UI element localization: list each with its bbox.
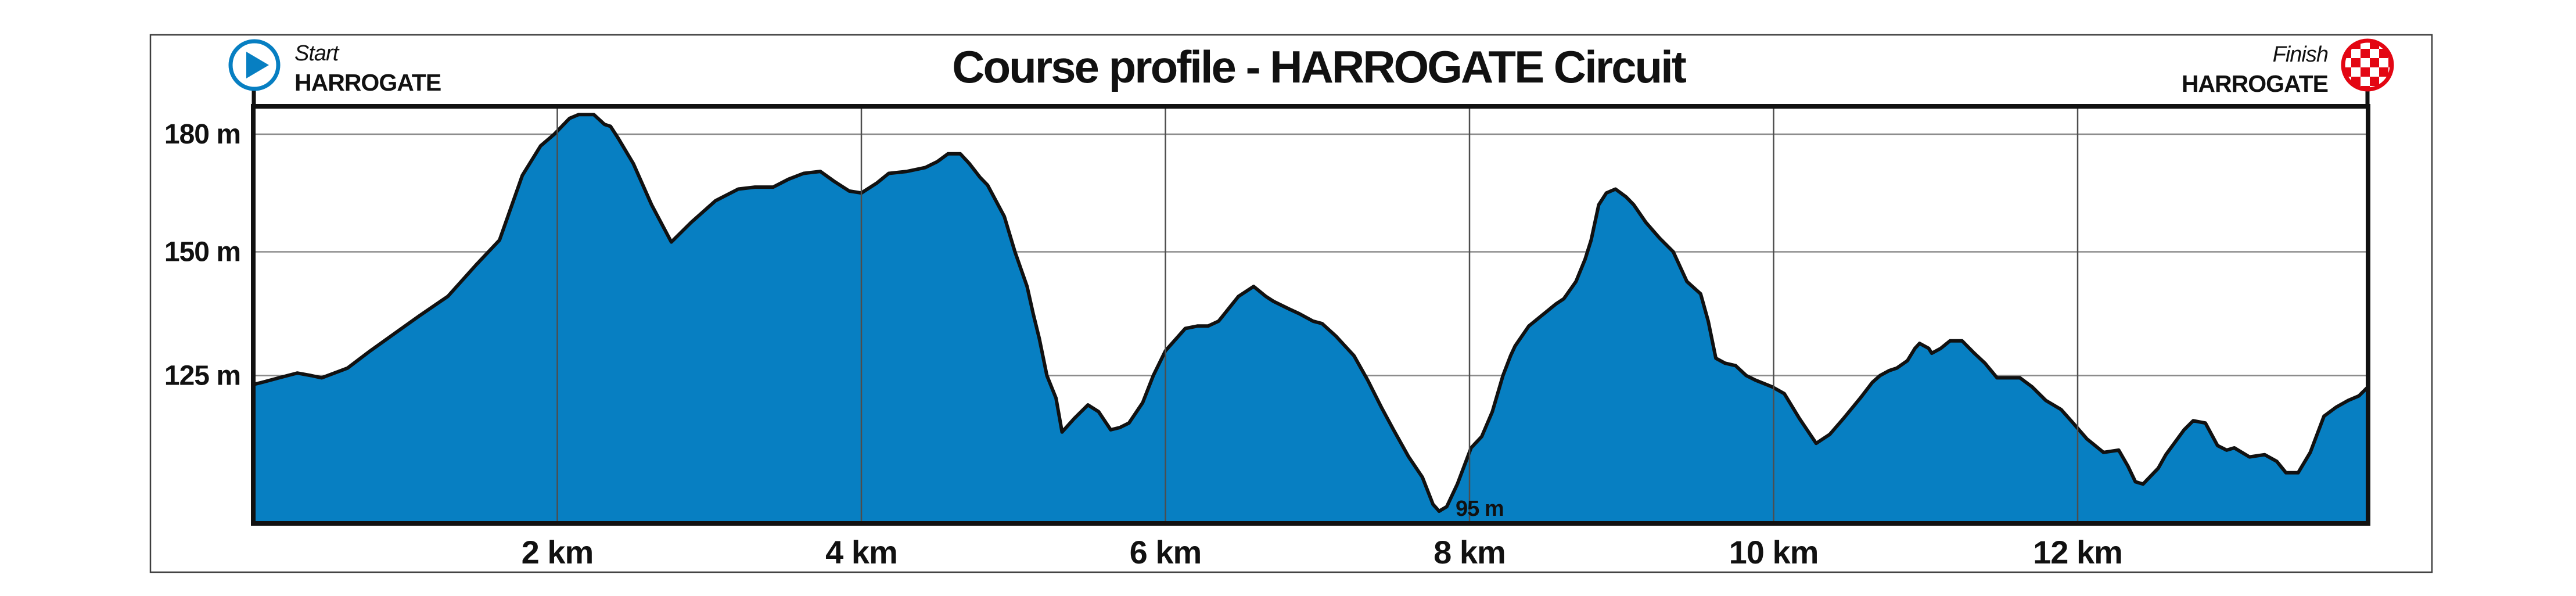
finish-place: HARROGATE <box>2182 70 2328 97</box>
x-tick-label: 6 km <box>1130 534 1202 570</box>
elevation-area <box>252 113 2370 525</box>
plot-border <box>251 104 2370 526</box>
chart-title: Course profile - HARROGATE Circuit <box>952 41 1687 92</box>
x-axis-labels: 2 km 4 km 6 km 8 km 10 km 12 km <box>522 534 2123 570</box>
start-place: HARROGATE <box>294 69 441 96</box>
y-tick-label: 125 m <box>164 361 240 392</box>
vertical-gridlines <box>556 106 2079 523</box>
min-elevation-annotation: 95 m <box>1456 497 1504 521</box>
start-marker: Start HARROGATE <box>228 39 441 109</box>
outer-frame <box>149 34 2433 573</box>
y-axis-labels: 180 m 150 m 125 m <box>164 119 241 392</box>
finish-marker: Finish HARROGATE <box>2182 38 2394 109</box>
finish-label: Finish <box>2273 42 2328 67</box>
x-tick-label: 12 km <box>2033 534 2122 570</box>
y-tick-label: 180 m <box>164 119 240 150</box>
x-tick-label: 4 km <box>825 534 897 570</box>
finish-circle-ring <box>2341 38 2394 92</box>
start-label: Start <box>294 41 340 66</box>
x-tick-label: 2 km <box>522 534 594 570</box>
y-tick-label: 150 m <box>164 237 240 268</box>
x-tick-label: 8 km <box>1433 534 1506 570</box>
x-tick-label: 10 km <box>1729 534 1819 570</box>
checkered-flag-circle-icon <box>2341 38 2394 92</box>
play-triangle-icon <box>246 52 269 78</box>
